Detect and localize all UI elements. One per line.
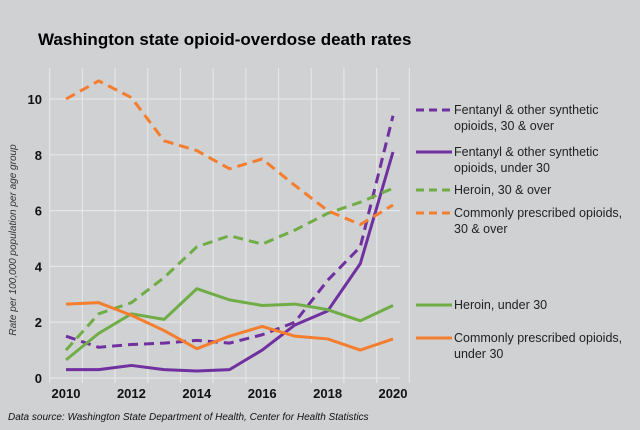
- legend-swatch: [416, 150, 452, 154]
- legend-item: Commonly prescribed opioids, under 30: [416, 330, 634, 362]
- legend-label: Fentanyl & other synthetic opioids, unde…: [454, 145, 599, 175]
- y-tick-label: 0: [35, 371, 42, 386]
- legend-item: Fentanyl & other synthetic opioids, 30 &…: [416, 102, 634, 134]
- series-line-4: [65, 287, 394, 362]
- legend-label: Fentanyl & other synthetic opioids, 30 &…: [454, 103, 599, 133]
- legend-item: Fentanyl & other synthetic opioids, unde…: [416, 144, 634, 176]
- x-tick-label: 2016: [248, 386, 277, 401]
- y-tick-label: 6: [35, 204, 42, 219]
- x-tick-label: 2020: [379, 386, 408, 401]
- y-tick-label: 2: [35, 315, 42, 330]
- legend-label: Commonly prescribed opioids, 30 & over: [454, 206, 623, 236]
- legend-swatch: [416, 188, 452, 192]
- x-tick-label: 2018: [313, 386, 342, 401]
- x-tick-label: 2012: [117, 386, 146, 401]
- series-line-3: [65, 79, 394, 227]
- y-tick-label: 4: [35, 259, 43, 274]
- legend-label: Heroin, under 30: [454, 298, 548, 312]
- y-tick-label: 8: [35, 148, 42, 163]
- legend-label: Commonly prescribed opioids, under 30: [454, 331, 623, 361]
- y-tick-label: 10: [28, 92, 42, 107]
- legend-label: Heroin, 30 & over: [454, 183, 552, 197]
- legend-swatch: [416, 211, 452, 215]
- legend-item: Heroin, 30 & over: [416, 182, 634, 198]
- data-source-note: Data source: Washington State Department…: [8, 412, 369, 423]
- series-line-5: [65, 301, 394, 352]
- x-tick-label: 2010: [52, 386, 81, 401]
- legend-item: Commonly prescribed opioids, 30 & over: [416, 205, 634, 237]
- series-line-2: [64, 186, 394, 352]
- chart-title: Washington state opioid-overdose death r…: [38, 30, 412, 49]
- legend-swatch: [416, 108, 452, 112]
- series-line-0: [65, 115, 395, 349]
- legend-item: Heroin, under 30: [416, 297, 634, 313]
- legend-swatch: [416, 336, 452, 340]
- legend-swatch: [416, 303, 452, 307]
- y-axis-label: Rate per 100,000 population per age grou…: [8, 144, 19, 336]
- x-tick-label: 2014: [182, 386, 212, 401]
- series-line-1: [66, 151, 395, 373]
